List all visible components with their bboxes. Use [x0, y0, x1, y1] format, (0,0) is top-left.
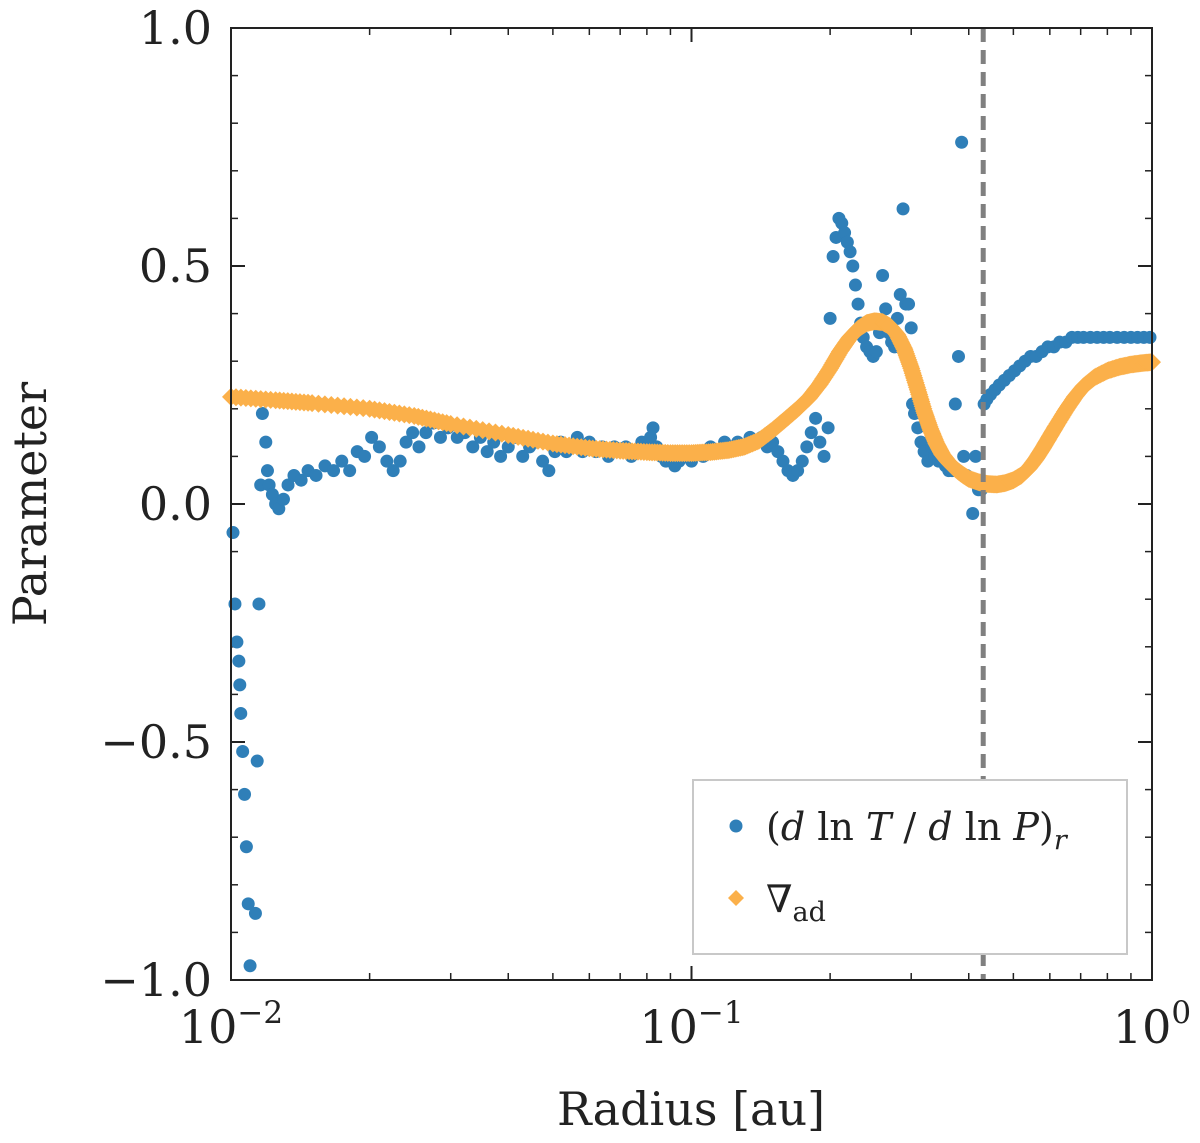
temperature-gradient-point — [893, 288, 907, 302]
temperature-gradient-point — [821, 421, 835, 435]
temperature-gradient-point — [234, 706, 248, 720]
temperature-gradient-point — [869, 345, 883, 359]
temperature-gradient-point — [358, 449, 372, 463]
temperature-gradient-point — [260, 464, 274, 478]
legend-marker-adiabatic-gradient — [728, 890, 744, 906]
temperature-gradient-point — [516, 449, 530, 463]
temperature-gradient-point — [896, 202, 910, 216]
temperature-gradient-point — [957, 449, 971, 463]
temperature-gradient-point — [848, 278, 862, 292]
temperature-gradient-point — [335, 454, 349, 468]
temperature-gradient-point — [843, 245, 857, 259]
x-tick-label: 100 — [1113, 995, 1191, 1054]
temperature-gradient-point — [380, 454, 394, 468]
x-tick-label: 10−1 — [639, 995, 743, 1054]
temperature-gradient-point — [276, 492, 290, 506]
temperature-gradient-point — [233, 678, 247, 692]
temperature-gradient-point — [809, 411, 823, 425]
temperature-gradient-point — [902, 297, 916, 311]
temperature-gradient-point — [243, 959, 257, 973]
temperature-gradient-point — [826, 249, 840, 263]
y-axis-label: Parameter — [3, 382, 57, 626]
temperature-gradient-point — [309, 468, 323, 482]
temperature-gradient-point — [327, 464, 341, 478]
temperature-gradient-point — [281, 478, 295, 492]
temperature-gradient-point — [248, 906, 262, 920]
legend-box — [692, 779, 1128, 955]
x-axis-label: Radius [au] — [557, 1082, 825, 1136]
x-tick-label: 10−2 — [179, 995, 283, 1054]
temperature-gradient-point — [501, 440, 515, 454]
temperature-gradient-point — [236, 745, 250, 759]
temperature-gradient-point — [230, 635, 244, 649]
temperature-gradient-point — [386, 464, 400, 478]
temperature-gradient-point — [480, 445, 494, 459]
temperature-gradient-point — [419, 426, 433, 440]
temperature-gradient-point — [250, 754, 264, 768]
temperature-gradient-point — [433, 430, 447, 444]
y-tick-label: −0.5 — [100, 715, 212, 769]
y-tick-label: 0.0 — [139, 477, 212, 531]
temperature-gradient-point — [1143, 330, 1157, 344]
temperature-gradient-point — [776, 454, 790, 468]
temperature-gradient-point — [951, 349, 965, 363]
temperature-gradient-point — [232, 654, 246, 668]
temperature-gradient-point — [955, 135, 969, 149]
temperature-gradient-point — [966, 507, 980, 521]
temperature-gradient-point — [879, 302, 893, 316]
temperature-gradient-point — [876, 269, 890, 283]
temperature-gradient-point — [536, 454, 550, 468]
legend-label-temperature-gradient: (d ln T / d ln P)r — [766, 805, 1069, 856]
temperature-gradient-point — [238, 787, 252, 801]
temperature-gradient-point — [846, 259, 860, 273]
temperature-gradient-point — [259, 435, 273, 449]
temperature-gradient-point — [494, 449, 508, 463]
series-layer — [222, 135, 1161, 973]
temperature-gradient-point — [823, 311, 837, 325]
temperature-gradient-point — [466, 440, 480, 454]
temperature-gradient-point — [795, 454, 809, 468]
temperature-gradient-point — [343, 464, 357, 478]
temperature-gradient-point — [813, 435, 827, 449]
temperature-gradient-point — [252, 597, 266, 611]
temperature-gradient-point — [771, 445, 785, 459]
legend-marker-temperature-gradient — [729, 819, 743, 833]
temperature-gradient-point — [412, 440, 426, 454]
temperature-gradient-point — [365, 430, 379, 444]
temperature-gradient-point — [851, 297, 865, 311]
temperature-gradient-point — [393, 454, 407, 468]
temperature-gradient-point — [646, 421, 660, 435]
plot-frame — [230, 27, 1153, 981]
temperature-gradient-point — [406, 426, 420, 440]
temperature-gradient-point — [969, 449, 983, 463]
minor-ticks — [231, 27, 1152, 981]
temperature-gradient-point — [239, 840, 253, 854]
temperature-gradient-point — [372, 440, 386, 454]
temperature-gradient-point — [294, 473, 308, 487]
y-tick-label: 1.0 — [139, 1, 212, 55]
y-tick-label: 0.5 — [139, 239, 212, 293]
temperature-gradient-point — [542, 464, 556, 478]
temperature-gradient-point — [948, 397, 962, 411]
temperature-gradient-point — [817, 449, 831, 463]
temperature-gradient-point — [226, 526, 240, 540]
temperature-gradient-point — [255, 407, 269, 421]
temperature-gradient-point — [399, 435, 413, 449]
temperature-gradient-point — [904, 321, 918, 335]
temperature-gradient-point — [241, 897, 255, 911]
legend-label-adiabatic-gradient: ∇ad — [766, 877, 826, 928]
legend: (d ln T / d ln P)r ∇ad — [692, 779, 1128, 955]
temperature-gradient-point — [804, 426, 818, 440]
temperature-gradient-point — [800, 440, 814, 454]
tick-labels: 10−2 10−1 100 1.0 0.5 0.0 −0.5 −1.0 — [100, 1, 1191, 1054]
y-tick-label: −1.0 — [100, 953, 212, 1007]
